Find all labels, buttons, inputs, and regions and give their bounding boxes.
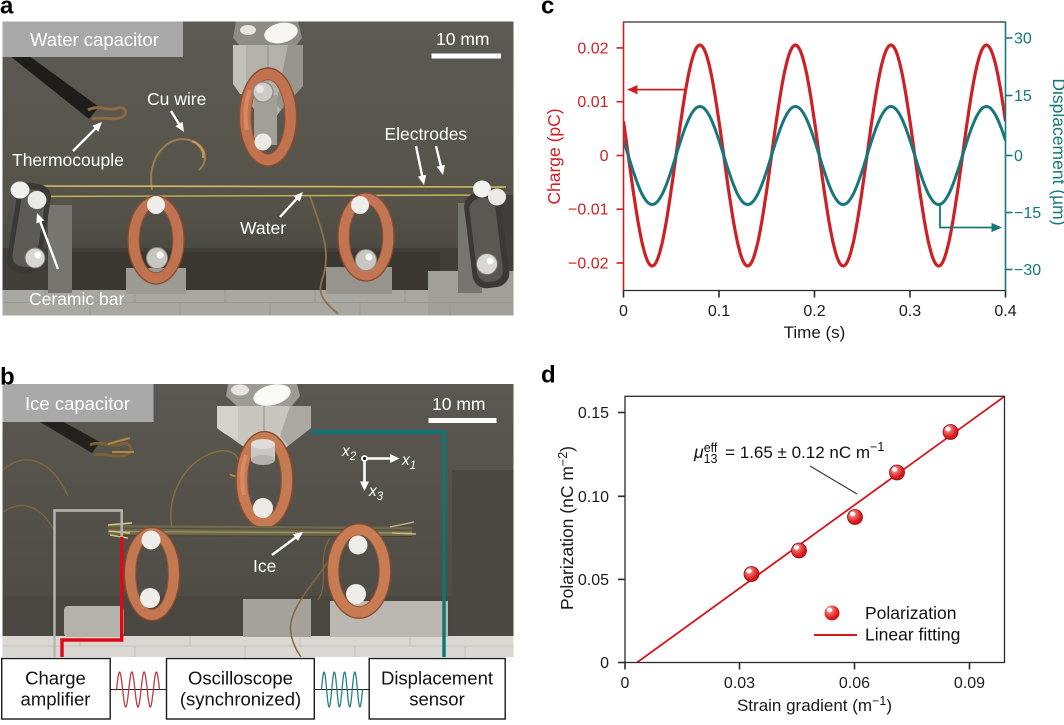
svg-text:Water: Water — [240, 218, 286, 238]
svg-text:0.4: 0.4 — [994, 303, 1016, 320]
svg-text:0.03: 0.03 — [724, 675, 755, 692]
svg-text:10 mm: 10 mm — [432, 394, 485, 414]
svg-text:Charge (pC): Charge (pC) — [544, 108, 564, 204]
svg-text:0.1: 0.1 — [708, 303, 730, 320]
svg-text:Linear fitting: Linear fitting — [865, 625, 960, 645]
svg-text:0.10: 0.10 — [578, 489, 609, 506]
svg-text:Oscilloscope: Oscilloscope — [188, 668, 293, 689]
svg-text:0.05: 0.05 — [578, 572, 609, 589]
svg-text:−15: −15 — [1014, 205, 1041, 222]
svg-text:sensor: sensor — [409, 689, 465, 710]
svg-text:Displacement (µm): Displacement (µm) — [1049, 78, 1064, 225]
svg-text:Displacement: Displacement — [381, 668, 493, 689]
svg-text:Ice capacitor: Ice capacitor — [25, 393, 130, 414]
svg-text:10 mm: 10 mm — [436, 29, 489, 49]
svg-text:0.2: 0.2 — [803, 303, 825, 320]
svg-text:Cu wire: Cu wire — [147, 89, 206, 109]
svg-text:0.09: 0.09 — [954, 675, 985, 692]
svg-text:c: c — [541, 0, 554, 20]
svg-text:a: a — [0, 0, 14, 20]
svg-text:0: 0 — [1014, 148, 1023, 165]
svg-text:Polarization: Polarization — [865, 603, 956, 623]
svg-text:Strain gradient (m−1): Strain gradient (m−1) — [737, 694, 892, 715]
svg-text:0: 0 — [600, 148, 609, 165]
svg-text:Water capacitor: Water capacitor — [30, 29, 159, 50]
svg-text:−30: −30 — [1014, 262, 1041, 279]
svg-text:Polarization (nC m−2): Polarization (nC m−2) — [556, 446, 577, 610]
svg-text:30: 30 — [1014, 31, 1032, 48]
svg-text:0: 0 — [621, 675, 630, 692]
svg-text:−0.01: −0.01 — [568, 202, 609, 219]
svg-text:Ceramic bar: Ceramic bar — [29, 289, 124, 309]
svg-text:0.01: 0.01 — [577, 94, 608, 111]
svg-text:Charge: Charge — [25, 668, 86, 689]
svg-text:15: 15 — [1014, 88, 1032, 105]
svg-text:0.3: 0.3 — [899, 303, 921, 320]
svg-text:b: b — [0, 364, 15, 391]
svg-text:d: d — [541, 362, 556, 389]
svg-text:0.06: 0.06 — [839, 675, 870, 692]
svg-text:amplifier: amplifier — [21, 689, 91, 710]
svg-text:0: 0 — [600, 655, 609, 672]
svg-text:(synchronized): (synchronized) — [180, 689, 301, 710]
svg-text:Electrodes: Electrodes — [385, 124, 468, 144]
svg-text:0.15: 0.15 — [578, 405, 609, 422]
svg-text:μ13eff = 1.65 ± 0.12 nC m−1: μ13eff = 1.65 ± 0.12 nC m−1 — [693, 440, 884, 466]
svg-text:Ice: Ice — [253, 556, 276, 576]
svg-text:−0.02: −0.02 — [568, 256, 609, 273]
svg-text:Time (s): Time (s) — [784, 323, 846, 342]
svg-text:0: 0 — [619, 303, 628, 320]
svg-text:Thermocouple: Thermocouple — [12, 150, 124, 170]
svg-text:0.02: 0.02 — [577, 40, 608, 57]
